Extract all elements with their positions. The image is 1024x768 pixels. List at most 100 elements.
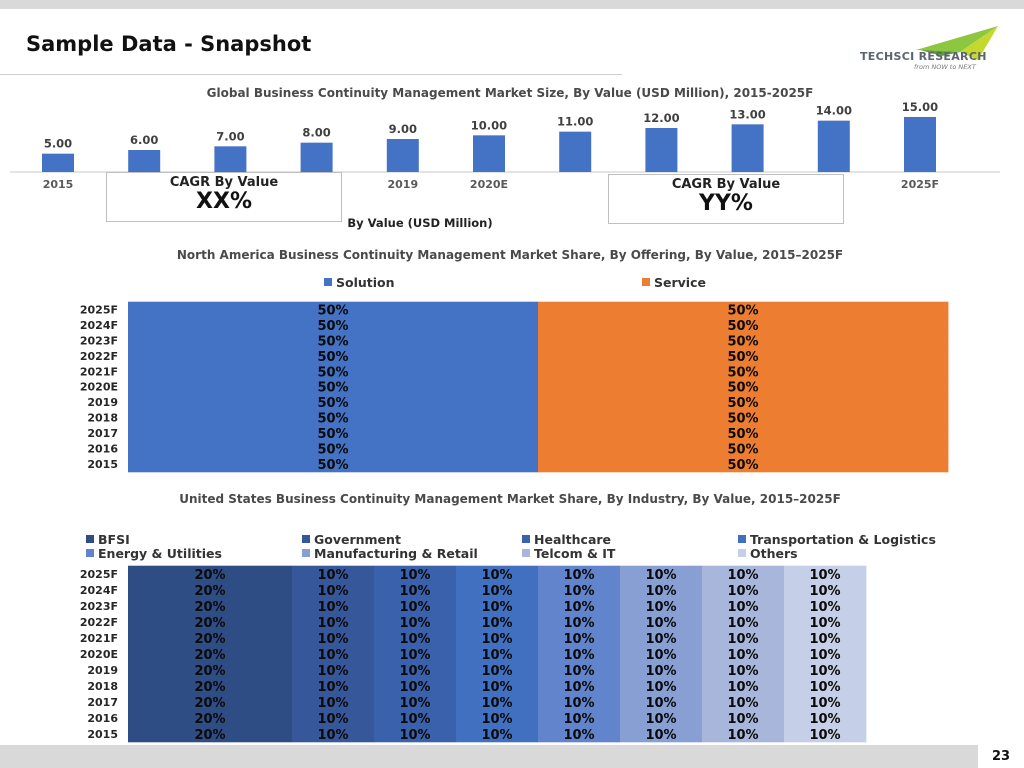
data-label: 8.00 <box>302 126 330 140</box>
bar-segment <box>620 597 703 615</box>
legend-item-government: Government <box>302 532 401 547</box>
data-label: 10% <box>809 616 840 631</box>
y-tick-label: 2019 <box>87 396 118 409</box>
bar-segment <box>292 661 375 679</box>
bar-segment <box>128 629 293 647</box>
x-tick-label: 2020E <box>470 178 508 191</box>
bar-segment <box>128 693 293 711</box>
y-tick-label: 2025F <box>80 568 118 581</box>
bar-segment <box>128 645 293 663</box>
data-label: 14.00 <box>816 104 852 118</box>
y-tick-label: 2024F <box>80 584 118 597</box>
bar-segment <box>374 677 457 695</box>
bar-segment <box>538 317 949 334</box>
bar-segment <box>538 677 621 695</box>
data-label: 50% <box>727 381 758 396</box>
global-market-size-chart: 5.00 2015 6.00 7.00 8.00 9.00 2019 10.00 2020E 11… <box>10 100 1000 191</box>
data-label: 10% <box>481 696 512 711</box>
bar-segment <box>292 629 375 647</box>
bar-segment <box>538 301 949 318</box>
bar-segment <box>128 394 539 411</box>
data-label: 10% <box>727 600 758 615</box>
legend-item-transportation: Transportation & Logistics <box>738 532 936 547</box>
bar-segment <box>292 693 375 711</box>
logo-tagline: from NOW to NEXT <box>914 63 976 71</box>
bar-segment <box>128 409 539 426</box>
y-tick-label: 2019 <box>87 664 118 677</box>
bar-segment <box>538 363 949 380</box>
legend-swatch <box>324 278 332 286</box>
bar-segment <box>128 456 539 473</box>
legend-label: Transportation & Logistics <box>750 532 936 547</box>
bar-segment <box>538 378 949 396</box>
data-label: 10% <box>399 568 430 583</box>
data-label: 20% <box>194 712 225 727</box>
data-label: 10% <box>563 728 594 743</box>
data-label: 10% <box>809 632 840 647</box>
top-bar <box>0 0 1024 9</box>
bar-segment <box>784 693 867 711</box>
data-label: 10% <box>399 728 430 743</box>
data-label: 10% <box>481 680 512 695</box>
data-label: 10% <box>317 600 348 615</box>
data-label: 10% <box>399 664 430 679</box>
bar-segment <box>620 629 703 647</box>
bar <box>386 139 419 172</box>
data-label: 10% <box>563 568 594 583</box>
data-label: 10% <box>317 696 348 711</box>
bar-segment <box>538 565 621 583</box>
bar-segment <box>620 645 703 663</box>
x-tick-label: 2015 <box>43 178 74 191</box>
cagr-value: YY% <box>699 191 753 216</box>
bar-segment <box>620 565 703 583</box>
data-label: 7.00 <box>216 129 244 143</box>
data-label: 10% <box>727 632 758 647</box>
data-label: 10% <box>481 616 512 631</box>
data-label: 50% <box>317 381 348 396</box>
legend-label: Service <box>654 275 706 290</box>
bar <box>473 135 505 172</box>
bar-segment <box>128 565 293 583</box>
bar-segment <box>374 645 457 663</box>
bar-segment <box>784 709 867 727</box>
bar-segment <box>784 725 867 743</box>
techsci-logo: TECHSCI RESEARCH from NOW to NEXT <box>856 26 1002 74</box>
legend-item-manufacturing: Manufacturing & Retail <box>302 546 478 561</box>
title-divider <box>0 74 622 75</box>
data-label: 10% <box>563 584 594 599</box>
data-label: 10% <box>809 712 840 727</box>
data-label: 10% <box>317 584 348 599</box>
data-label: 20% <box>194 632 225 647</box>
page-number: 23 <box>991 749 1011 764</box>
y-tick-label: 2021F <box>80 365 118 378</box>
legend-label: Energy & Utilities <box>98 546 222 561</box>
data-label: 10% <box>727 648 758 663</box>
legend-label: Telcom & IT <box>534 546 616 561</box>
bar-segment <box>128 378 539 396</box>
data-label: 50% <box>317 303 348 318</box>
data-label: 10% <box>809 680 840 695</box>
y-tick-label: 2024F <box>80 319 118 332</box>
data-label: 12.00 <box>643 111 679 125</box>
bar <box>300 142 333 172</box>
bar <box>128 150 161 172</box>
bar-segment <box>456 581 539 599</box>
data-label: 10% <box>317 632 348 647</box>
bar <box>214 146 247 172</box>
data-label: 10% <box>563 696 594 711</box>
bar-segment <box>702 693 785 711</box>
bar-segment <box>702 645 785 663</box>
bar-segment <box>538 597 621 615</box>
bar-segment <box>538 661 621 679</box>
bar-segment <box>456 709 539 727</box>
bar-segment <box>292 581 375 599</box>
data-label: 10% <box>645 728 676 743</box>
data-label: 10% <box>317 728 348 743</box>
bar-segment <box>374 597 457 615</box>
bar-segment <box>784 629 867 647</box>
legend-label: BFSI <box>98 532 130 547</box>
bar-segment <box>702 565 785 583</box>
bar-segment <box>128 425 539 442</box>
data-label: 10% <box>727 664 758 679</box>
bar-segment <box>374 661 457 679</box>
